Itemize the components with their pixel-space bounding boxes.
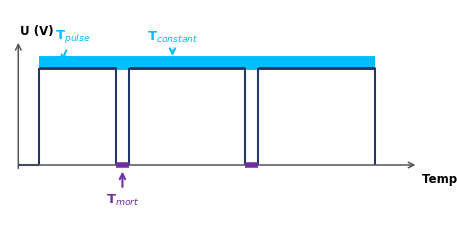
Text: T$_{pulse}$: T$_{pulse}$ bbox=[55, 28, 90, 60]
Text: Temps (min): Temps (min) bbox=[422, 172, 457, 186]
Text: U (V): U (V) bbox=[21, 24, 54, 38]
Text: T$_{mort}$: T$_{mort}$ bbox=[106, 174, 139, 208]
Text: T$_{constant}$: T$_{constant}$ bbox=[147, 30, 198, 54]
